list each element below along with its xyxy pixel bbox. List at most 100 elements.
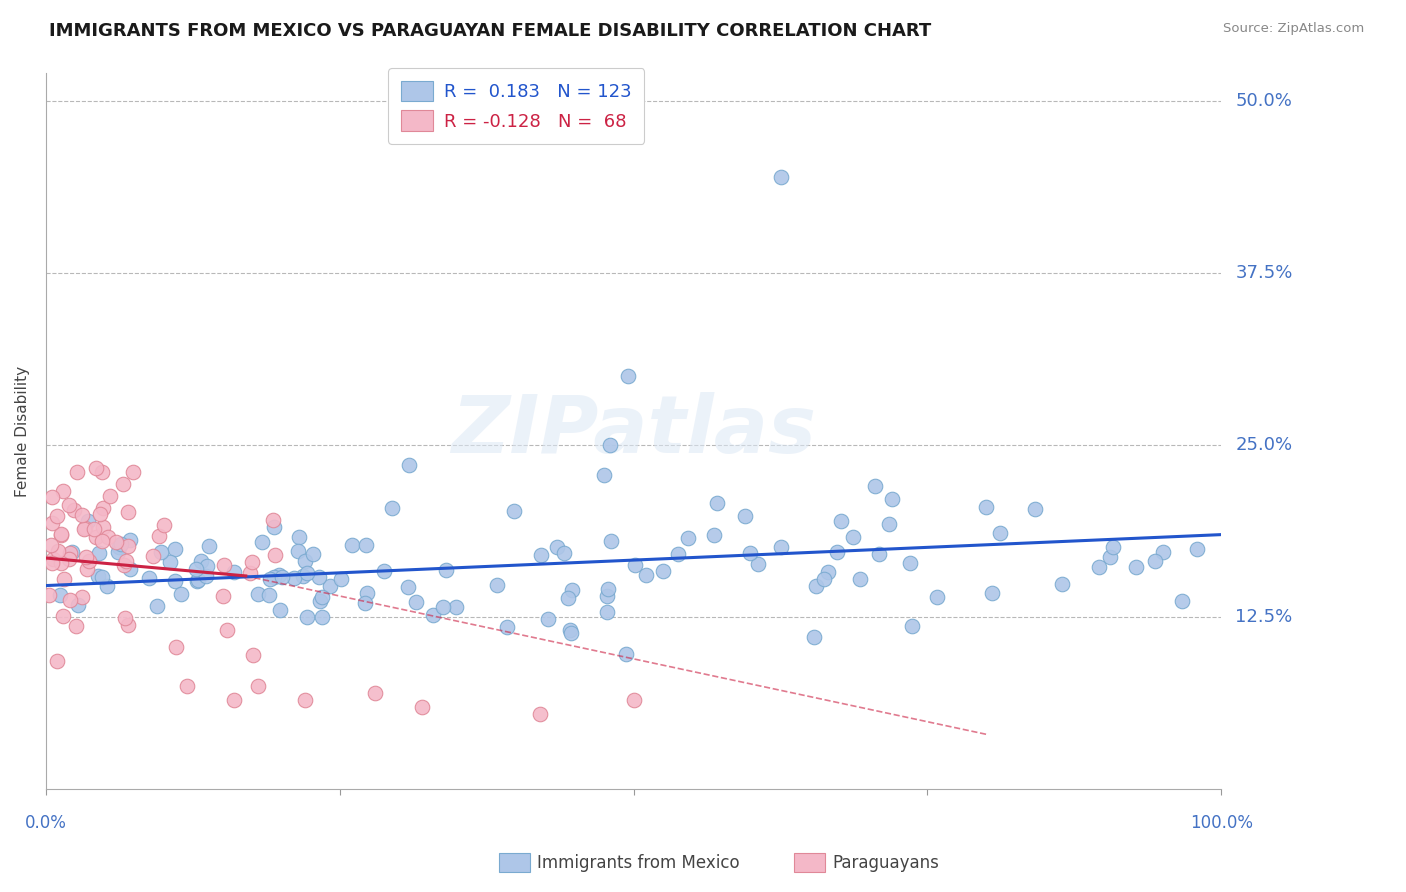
Point <box>194 568 217 582</box>
Point <box>422 608 444 623</box>
Point <box>295 610 318 624</box>
Point <box>769 541 792 555</box>
Point <box>42 551 65 566</box>
Point <box>561 582 583 597</box>
Point <box>117 539 139 553</box>
Point <box>117 618 139 632</box>
Point <box>93 520 115 534</box>
Point <box>553 546 575 560</box>
Point <box>60 545 83 559</box>
Point <box>170 587 193 601</box>
Point <box>294 554 316 568</box>
Point <box>148 529 170 543</box>
Point <box>546 541 568 555</box>
Point <box>813 572 835 586</box>
Point <box>212 558 235 573</box>
Point <box>1099 549 1122 564</box>
Point <box>153 518 176 533</box>
Point <box>250 535 273 549</box>
Point <box>738 546 761 560</box>
Point <box>222 565 245 579</box>
Point <box>373 564 395 578</box>
Point <box>311 590 333 604</box>
Point <box>110 537 132 551</box>
Point <box>107 545 129 559</box>
Point <box>186 574 208 588</box>
Text: 37.5%: 37.5% <box>1236 264 1292 282</box>
Point <box>197 539 219 553</box>
Point <box>340 538 363 552</box>
Point <box>869 547 891 561</box>
Point <box>176 679 198 693</box>
Point <box>91 533 114 548</box>
Point <box>1052 577 1074 591</box>
Point <box>283 571 305 585</box>
Point <box>537 612 560 626</box>
Point <box>877 516 900 531</box>
Point <box>159 555 181 569</box>
Point <box>841 530 863 544</box>
Point <box>354 538 377 552</box>
Point <box>769 169 792 184</box>
Point <box>41 556 63 570</box>
Point <box>52 484 75 499</box>
Point <box>45 655 67 669</box>
Point <box>246 679 269 693</box>
Point <box>974 500 997 514</box>
Point <box>121 465 143 479</box>
Point <box>496 620 519 634</box>
Point <box>96 579 118 593</box>
Point <box>79 554 101 568</box>
Point <box>270 569 292 583</box>
Point <box>257 588 280 602</box>
Text: 25.0%: 25.0% <box>1236 436 1292 454</box>
Point <box>560 625 582 640</box>
Point <box>87 546 110 560</box>
Point <box>356 585 378 599</box>
Text: ZIPatlas: ZIPatlas <box>451 392 815 470</box>
Point <box>58 552 80 566</box>
Legend: R =  0.183   N = 123, R = -0.128   N =  68: R = 0.183 N = 123, R = -0.128 N = 68 <box>388 68 644 144</box>
Point <box>804 578 827 592</box>
Y-axis label: Female Disability: Female Disability <box>15 366 30 497</box>
Point <box>138 571 160 585</box>
Point <box>66 598 89 612</box>
Point <box>118 533 141 548</box>
Point <box>51 609 73 624</box>
Point <box>112 558 135 572</box>
Point <box>75 521 97 535</box>
Point <box>264 548 287 562</box>
Point <box>703 528 725 542</box>
Point <box>46 544 69 558</box>
Point <box>98 490 121 504</box>
Point <box>165 541 187 556</box>
Point <box>263 570 285 584</box>
Text: 0.0%: 0.0% <box>25 814 67 832</box>
Point <box>614 648 637 662</box>
Point <box>53 572 76 586</box>
Point <box>83 522 105 536</box>
Point <box>41 516 63 530</box>
Point <box>353 595 375 609</box>
Point <box>592 468 614 483</box>
Point <box>502 504 524 518</box>
Point <box>1171 594 1194 608</box>
Point <box>901 619 924 633</box>
Point <box>146 599 169 614</box>
Point <box>598 582 620 596</box>
Point <box>111 476 134 491</box>
Point <box>734 508 756 523</box>
Point <box>830 514 852 528</box>
Point <box>1101 540 1123 554</box>
Point <box>222 693 245 707</box>
Point <box>59 546 82 560</box>
Point <box>364 686 387 700</box>
Point <box>288 530 311 544</box>
Point <box>62 503 84 517</box>
Point <box>676 531 699 545</box>
Point <box>259 572 281 586</box>
Point <box>150 544 173 558</box>
Text: 12.5%: 12.5% <box>1236 608 1292 626</box>
Point <box>319 579 342 593</box>
Point <box>70 508 93 523</box>
